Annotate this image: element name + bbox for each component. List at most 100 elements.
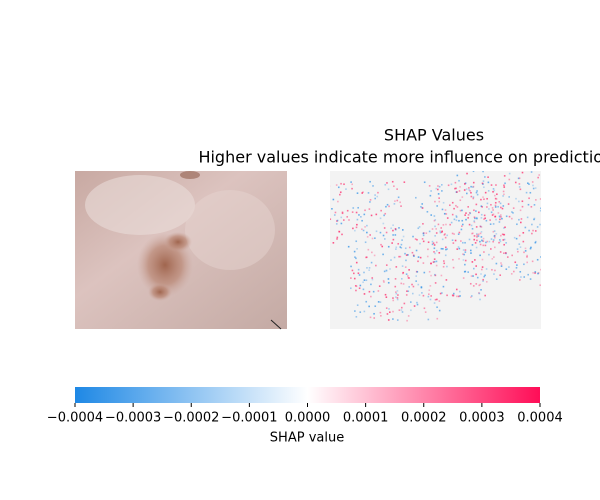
shap-pixel	[520, 221, 522, 224]
shap-pixel	[491, 214, 494, 216]
shap-pixel	[452, 266, 455, 269]
shap-pixel	[422, 240, 425, 243]
shap-pixel	[374, 194, 376, 196]
shap-pixel	[464, 183, 466, 185]
shap-pixel	[368, 269, 370, 272]
shap-pixel	[338, 230, 341, 233]
shap-pixel	[368, 208, 371, 210]
shap-pixel	[379, 231, 382, 234]
shap-pixel	[384, 238, 386, 240]
shap-pixel	[508, 178, 511, 181]
shap-pixel	[468, 238, 471, 241]
shap-pixel	[485, 219, 488, 222]
shap-pixel	[455, 187, 457, 190]
shap-pixel	[437, 188, 439, 191]
shap-pixel	[453, 207, 455, 210]
shap-pixel	[491, 268, 493, 271]
shap-pixel	[538, 168, 540, 170]
shap-pixel	[481, 239, 483, 242]
shap-pixel	[401, 272, 404, 275]
shap-pixel	[410, 309, 412, 312]
shap-pixel	[503, 238, 506, 241]
shap-pixel	[377, 191, 379, 194]
shap-pixel	[420, 205, 422, 208]
shap-pixel	[363, 310, 366, 313]
shap-pixel	[364, 226, 366, 228]
shap-pixel	[515, 197, 517, 200]
shap-pixel	[411, 251, 414, 254]
shap-pixel	[392, 224, 394, 227]
shap-pixel	[393, 185, 395, 188]
shap-pixel	[495, 198, 498, 200]
shap-pixel	[520, 218, 523, 220]
shap-pixel	[461, 209, 463, 212]
shap-pixel	[440, 184, 443, 186]
shap-pixel	[482, 168, 484, 170]
shap-pixel	[527, 182, 529, 185]
shap-pixel	[480, 213, 483, 216]
shap-pixel	[508, 196, 510, 198]
shap-pixel	[490, 238, 493, 240]
shap-pixel	[318, 194, 320, 196]
shap-pixel	[556, 232, 558, 234]
shap-pixel	[505, 268, 508, 271]
shap-pixel	[472, 275, 474, 277]
shap-pixel	[493, 273, 495, 275]
shap-pixel	[430, 274, 432, 277]
shap-pixel	[355, 285, 358, 288]
shap-pixel	[473, 220, 476, 222]
shap-pixel	[464, 263, 466, 266]
shap-pixel	[355, 315, 358, 318]
shap-pixel	[480, 231, 483, 233]
shap-pixel	[498, 241, 500, 244]
shap-pixel	[364, 241, 367, 244]
shap-pixel	[418, 294, 421, 296]
shap-pixel	[542, 281, 544, 283]
shap-pixel	[401, 229, 404, 231]
shap-pixel	[386, 203, 389, 206]
shap-pixel	[467, 271, 470, 273]
shap-pixel	[517, 250, 519, 253]
shap-pixel	[465, 188, 468, 190]
shap-pixel	[515, 237, 518, 240]
shap-pixel	[462, 249, 465, 251]
shap-pixel	[400, 282, 403, 285]
shap-pixel	[408, 246, 411, 249]
shap-pixel	[552, 230, 554, 232]
shap-pixel	[446, 217, 449, 219]
shap-pixel	[492, 209, 494, 211]
shap-pixel	[471, 232, 473, 235]
shap-pixel	[470, 295, 473, 297]
shap-pixel	[485, 241, 487, 244]
chart-subtitle: Higher values indicate more influence on…	[198, 148, 600, 167]
shap-pixel	[478, 292, 480, 294]
shap-pixel	[463, 189, 466, 191]
shap-pixel	[352, 227, 354, 230]
shap-pixel	[458, 247, 461, 250]
shap-pixel	[459, 209, 462, 212]
shap-pixel	[468, 187, 470, 189]
shap-pixel	[519, 246, 522, 248]
shap-pixel	[355, 240, 358, 243]
shap-pixel	[382, 279, 385, 282]
shap-pixel	[450, 221, 453, 224]
shap-pixel	[542, 228, 544, 230]
shap-pixel	[395, 248, 397, 250]
shap-pixel	[499, 240, 502, 243]
shap-pixel	[417, 227, 420, 230]
shap-pixel	[476, 190, 478, 192]
shap-pixel	[350, 265, 352, 268]
shap-pixel	[443, 260, 445, 262]
shap-pixel	[361, 228, 363, 231]
shap-pixel	[476, 217, 478, 220]
x-tick-label: −0.0001	[221, 411, 277, 426]
shap-pixel	[454, 239, 457, 242]
shap-pixel	[416, 238, 418, 241]
shap-pixel	[495, 233, 498, 235]
shap-pixel	[503, 193, 505, 196]
shap-pixel	[434, 234, 436, 237]
shap-pixel	[528, 197, 530, 200]
shap-pixel	[471, 244, 474, 246]
shap-pixel	[424, 311, 427, 313]
shap-pixel	[494, 246, 496, 249]
